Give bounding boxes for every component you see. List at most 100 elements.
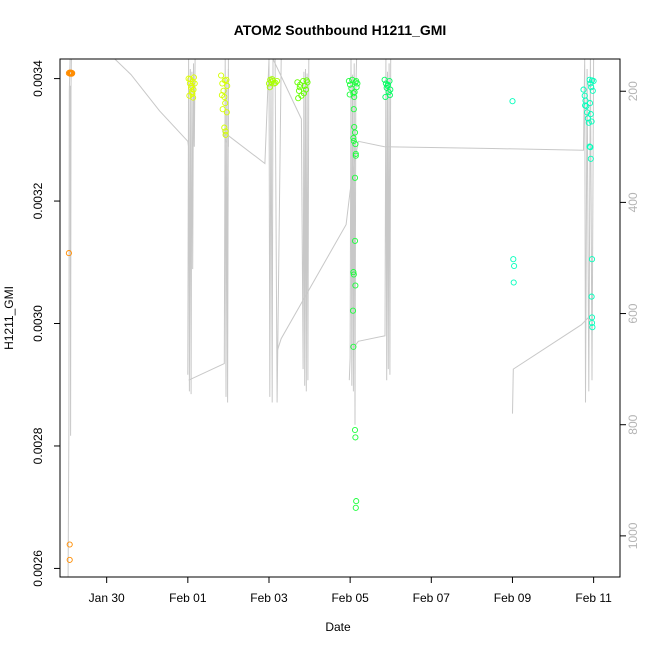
data-point (510, 256, 517, 263)
data-point (351, 89, 358, 96)
data-point (272, 79, 279, 86)
y2-tick-label: 200 (626, 81, 640, 101)
data-point (584, 109, 591, 116)
data-point (350, 106, 357, 113)
data-point (218, 92, 225, 99)
data-points (65, 69, 597, 563)
data-point (587, 111, 594, 118)
data-point (588, 84, 595, 91)
data-point (351, 174, 359, 181)
series-2 (185, 74, 198, 101)
y2-tick-label: 600 (626, 303, 640, 323)
x-tick-label: Feb 11 (575, 591, 612, 605)
data-point (588, 314, 596, 321)
data-point (222, 128, 229, 135)
y-tick-label: 0.0030 (31, 305, 45, 342)
data-point (190, 94, 197, 101)
plot-frame (59, 58, 621, 578)
altitude-line-5 (188, 58, 229, 403)
x-tick-label: Feb 03 (250, 591, 288, 605)
x-tick-label: Jan 30 (89, 591, 125, 605)
data-point (384, 82, 391, 89)
data-point (190, 86, 197, 93)
x-tick-label: Feb 09 (494, 591, 532, 605)
data-point (222, 100, 229, 107)
data-point (352, 282, 359, 289)
data-point (218, 72, 225, 79)
series-1 (65, 69, 76, 563)
data-point (588, 118, 595, 125)
data-point (588, 293, 595, 300)
data-point (269, 76, 276, 83)
data-point (296, 84, 303, 91)
data-point (350, 271, 357, 278)
data-point (589, 324, 596, 331)
data-point (509, 98, 516, 105)
x-tick-label: Feb 05 (331, 591, 369, 605)
series-3 (218, 72, 231, 138)
data-point (351, 237, 359, 244)
data-point (352, 434, 359, 441)
data-point (589, 87, 596, 94)
y-tick-label: 0.0026 (31, 550, 45, 587)
x-tick-label: Feb 07 (413, 591, 451, 605)
x-tick-label: Feb 01 (169, 591, 207, 605)
data-point (222, 131, 229, 138)
data-point (303, 77, 310, 84)
y-axis-label: H1211_GMI (2, 286, 16, 350)
data-point (189, 90, 196, 97)
data-point (350, 90, 357, 97)
axes: Jan 30 Feb 01 Feb 03 Feb 05 Feb 07 Feb 09 Feb … (31, 60, 640, 605)
altitude-line-14 (512, 315, 590, 414)
series-4 (265, 76, 281, 91)
altitude-line-9 (274, 58, 282, 403)
altitude-line-8 (272, 58, 310, 392)
data-point (221, 77, 228, 84)
data-point (585, 119, 592, 126)
data-point (221, 124, 228, 131)
data-point (510, 279, 517, 286)
data-point (295, 87, 303, 94)
data-point (191, 80, 198, 87)
data-point (69, 70, 76, 77)
altitude-line-11 (348, 58, 358, 425)
data-point (351, 129, 359, 136)
data-point (187, 76, 194, 83)
altitude-line-4 (187, 58, 196, 395)
data-point (582, 102, 589, 109)
data-point (352, 504, 359, 511)
data-point (346, 91, 353, 98)
data-point (266, 84, 273, 91)
data-point (586, 100, 594, 107)
y2-tick-label: 400 (626, 192, 640, 212)
data-point (66, 541, 73, 548)
data-point (295, 95, 302, 102)
data-point (350, 343, 357, 350)
series-5 (294, 77, 311, 102)
data-point (65, 250, 72, 257)
data-point (345, 77, 352, 85)
data-point (66, 556, 73, 563)
y-tick-label: 0.0034 (31, 60, 45, 97)
data-point (590, 77, 597, 85)
altitude-line-7 (221, 58, 274, 403)
data-point (352, 150, 359, 157)
data-point (297, 81, 304, 88)
data-point (584, 115, 591, 122)
data-point (352, 141, 359, 148)
data-point (587, 155, 594, 162)
data-point (587, 144, 594, 151)
data-point (219, 106, 226, 113)
y2-tick-label: 800 (626, 414, 640, 434)
data-point (511, 262, 518, 270)
data-point (586, 143, 593, 150)
data-point (300, 90, 307, 97)
data-point (350, 137, 357, 145)
y-tick-label: 0.0032 (31, 182, 45, 219)
altitude-line-12 (353, 58, 392, 381)
chart-title: ATOM2 Southbound H1211_GMI (234, 22, 447, 38)
data-point (353, 498, 360, 505)
data-point (588, 256, 596, 263)
